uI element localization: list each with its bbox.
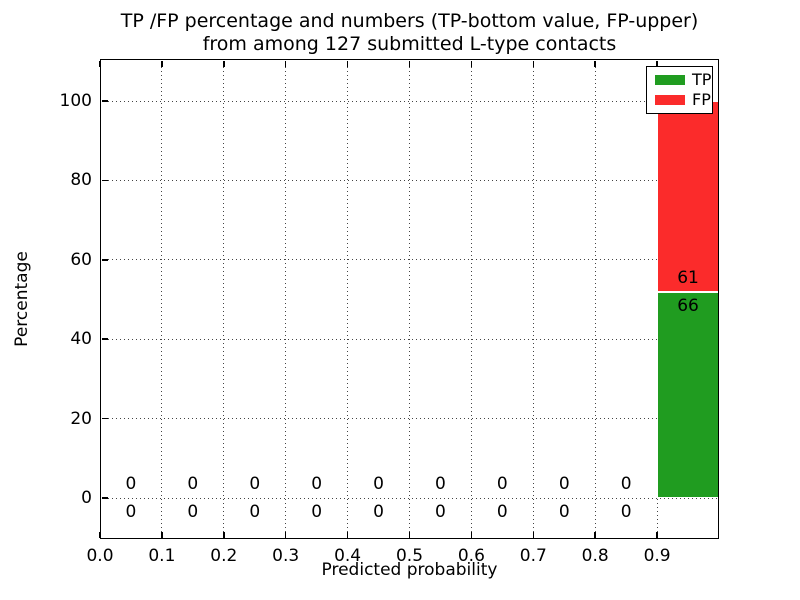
fp-legend-swatch [655, 95, 685, 105]
gridline-x [409, 59, 410, 539]
x-tick-label: 0.4 [334, 546, 362, 566]
y-tick-left [101, 259, 108, 261]
x-tick-bottom [408, 531, 411, 538]
chart-title-line1: TP /FP percentage and numbers (TP-bottom… [120, 10, 699, 32]
x-tick-bottom [284, 531, 287, 538]
tp-count-label: 0 [496, 502, 508, 522]
y-tick-label: 100 [59, 91, 92, 111]
x-tick-bottom [223, 531, 225, 538]
chart-title: TP /FP percentage and numbers (TP-bottom… [100, 10, 719, 56]
fp-count-label: 0 [558, 474, 570, 494]
chart-title-line2: from among 127 submitted L-type contacts [202, 33, 617, 55]
x-tick-bottom [532, 531, 535, 538]
fp-count-label: 61 [677, 267, 699, 288]
gridline-x [347, 59, 349, 539]
x-tick-label: 0.9 [643, 546, 671, 566]
tp-legend-label: TP [692, 70, 712, 89]
x-tick-top [284, 60, 287, 67]
tp-count-label: 0 [620, 502, 632, 522]
x-tick-top [223, 60, 225, 67]
y-tick-left [101, 100, 108, 102]
bar-fp-segment [657, 101, 719, 292]
y-tick-label: 0 [81, 488, 92, 508]
fp-count-label: 0 [620, 474, 632, 494]
y-axis-label: Percentage [12, 251, 32, 347]
x-tick-label: 0.1 [148, 546, 176, 566]
fp-count-label: 0 [249, 474, 261, 494]
tp-count-label: 0 [558, 502, 570, 522]
y-tick-label: 80 [70, 170, 92, 191]
y-tick-label: 20 [70, 408, 92, 429]
x-tick-top [161, 60, 163, 67]
x-tick-top [594, 60, 596, 67]
gridline-x [470, 59, 472, 539]
x-tick-top [656, 60, 658, 67]
x-tick-bottom [594, 531, 596, 538]
x-tick-top [470, 60, 473, 67]
x-tick-bottom [656, 531, 658, 538]
x-tick-top [408, 60, 411, 67]
bar-tp-segment [657, 291, 719, 498]
tp-count-label: 0 [249, 502, 261, 522]
gridline-x [285, 59, 287, 539]
x-tick-label: 0.3 [272, 546, 300, 566]
tp-count-label: 0 [435, 502, 446, 522]
x-tick-label: 0.8 [581, 546, 609, 566]
x-tick-bottom [470, 531, 473, 538]
tp-count-label: 0 [373, 502, 384, 522]
x-tick-bottom [99, 531, 101, 538]
tp-count-label: 0 [311, 502, 323, 522]
tp-count-label: 0 [125, 502, 137, 522]
y-tick-label: 60 [70, 249, 92, 270]
fp-count-label: 0 [373, 474, 384, 494]
y-tick-label: 40 [70, 329, 92, 350]
fp-count-label: 0 [125, 474, 137, 494]
fp-count-label: 0 [187, 474, 199, 494]
fp-count-label: 0 [311, 474, 323, 494]
tp-count-label: 66 [677, 295, 699, 316]
fp-count-label: 0 [435, 474, 446, 494]
x-axis-label: Predicted probability [321, 560, 498, 580]
x-tick-label: 0.6 [457, 546, 485, 566]
x-tick-bottom [346, 531, 349, 538]
x-tick-top [99, 60, 101, 67]
x-tick-label: 0.2 [210, 546, 238, 566]
x-tick-label: 0.7 [519, 546, 547, 566]
gridline-x [532, 59, 534, 539]
gridline-x [594, 59, 596, 539]
x-tick-top [532, 60, 535, 67]
y-tick-left [101, 179, 108, 182]
y-tick-left [101, 497, 108, 499]
y-tick-left [101, 338, 108, 340]
fp-legend-label: FP [692, 90, 711, 109]
fp-count-label: 0 [496, 474, 508, 494]
x-tick-top [346, 60, 349, 67]
tp-legend-swatch [655, 75, 685, 85]
y-tick-left [101, 417, 108, 420]
legend-item-fp: FP [655, 92, 712, 108]
tp-count-label: 0 [187, 502, 199, 522]
gridline-x [161, 59, 163, 539]
x-tick-label: 0.0 [86, 546, 114, 566]
legend-item-tp: TP [655, 72, 712, 88]
legend: TP FP [646, 66, 713, 114]
x-tick-label: 0.5 [395, 546, 424, 566]
gridline-x [223, 59, 225, 539]
x-tick-bottom [161, 531, 163, 538]
